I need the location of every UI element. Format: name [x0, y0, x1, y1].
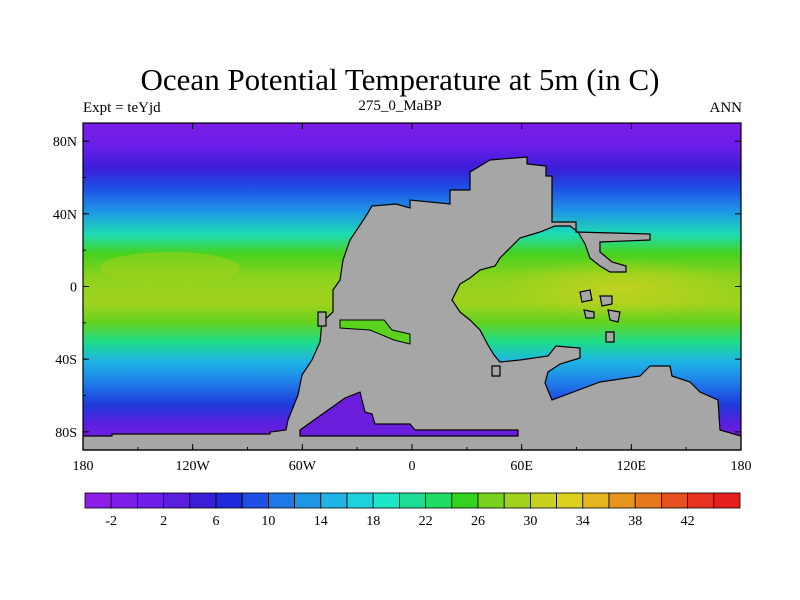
colorbar-swatch	[556, 492, 584, 509]
lat-tick-label: 40S	[55, 353, 77, 368]
lon-tick-label: 60E	[510, 459, 533, 474]
colorbar-label: 38	[628, 514, 642, 529]
colorbar-swatch	[530, 492, 558, 509]
pangaea-landmass	[82, 156, 742, 451]
lat-tick-label: 0	[70, 281, 77, 296]
lon-tick-label: 180	[73, 459, 94, 474]
colorbar-label: 26	[471, 514, 485, 529]
colorbar-label: 18	[366, 514, 380, 529]
lon-tick-label: 180	[731, 459, 752, 474]
colorbar-swatch	[425, 492, 453, 509]
south-island	[491, 365, 501, 377]
colorbar-label: 22	[419, 514, 433, 529]
tethys-island-b	[599, 295, 613, 307]
colorbar-swatch	[110, 492, 138, 509]
season-label: ANN	[709, 100, 743, 116]
inland-sea	[339, 319, 411, 345]
colorbar-label: 30	[523, 514, 537, 529]
map-title: Ocean Potential Temperature at 5m (in C)	[140, 62, 660, 97]
latitude-axis: 80N 40N 0 40S 80S	[53, 135, 741, 441]
colorbar-swatch	[189, 492, 217, 509]
colorbar-swatch	[294, 492, 322, 509]
lon-tick-label: 60W	[289, 459, 317, 474]
colorbar-swatch	[372, 492, 400, 509]
warm-pool-region	[500, 258, 740, 318]
tethys-island-c	[607, 309, 621, 323]
colorbar-swatch	[320, 492, 348, 509]
colorbar-swatch	[608, 492, 636, 509]
colorbar-swatch	[661, 492, 689, 509]
lon-tick-label: 120W	[176, 459, 211, 474]
period-label: 275_0_MaBP	[358, 98, 442, 114]
colorbar-swatch	[687, 492, 715, 509]
colorbar-swatch	[398, 492, 426, 509]
panthalassa-island	[317, 311, 327, 327]
color-legend: -2 2 6 10 14 18 22 26 30 34 38 42	[84, 492, 741, 529]
tethys-island-d	[605, 331, 615, 343]
colorbar-swatch	[163, 492, 191, 509]
colorbar-label: 2	[160, 514, 167, 529]
colorbar-label: 34	[576, 514, 590, 529]
lat-tick-label: 80N	[53, 135, 77, 150]
lon-tick-label: 0	[409, 459, 416, 474]
colorbar-label: 42	[681, 514, 695, 529]
warm-pool-region-west	[100, 252, 240, 284]
colorbar-swatch	[713, 492, 741, 509]
tethys-island-a	[579, 289, 593, 303]
colorbar-label: 6	[213, 514, 220, 529]
lat-tick-label: 80S	[55, 426, 77, 441]
colorbar-swatch	[477, 492, 505, 509]
tethys-island-e	[583, 309, 595, 319]
lat-tick-label: 40N	[53, 208, 77, 223]
colorbar-swatch	[346, 492, 374, 509]
colorbar-swatch	[267, 492, 295, 509]
colorbar-swatch	[634, 492, 662, 509]
colorbar-swatch	[503, 492, 531, 509]
colorbar-label: 14	[314, 514, 328, 529]
colorbar-swatch	[582, 492, 610, 509]
colorbar-swatch	[451, 492, 479, 509]
colorbar-swatch	[136, 492, 164, 509]
land-masses	[82, 156, 742, 451]
ross-sea-basin	[299, 391, 519, 437]
colorbar-swatch	[84, 492, 112, 509]
colorbar-swatch	[215, 492, 243, 509]
colorbar-swatch	[241, 492, 269, 509]
colorbar-label: 10	[261, 514, 275, 529]
colorbar-label: -2	[105, 514, 117, 529]
lon-tick-label: 120E	[617, 459, 647, 474]
experiment-label: Expt = teYjd	[83, 100, 161, 116]
longitude-axis: 180 120W 60W 0 60E 120E 180	[73, 123, 752, 474]
